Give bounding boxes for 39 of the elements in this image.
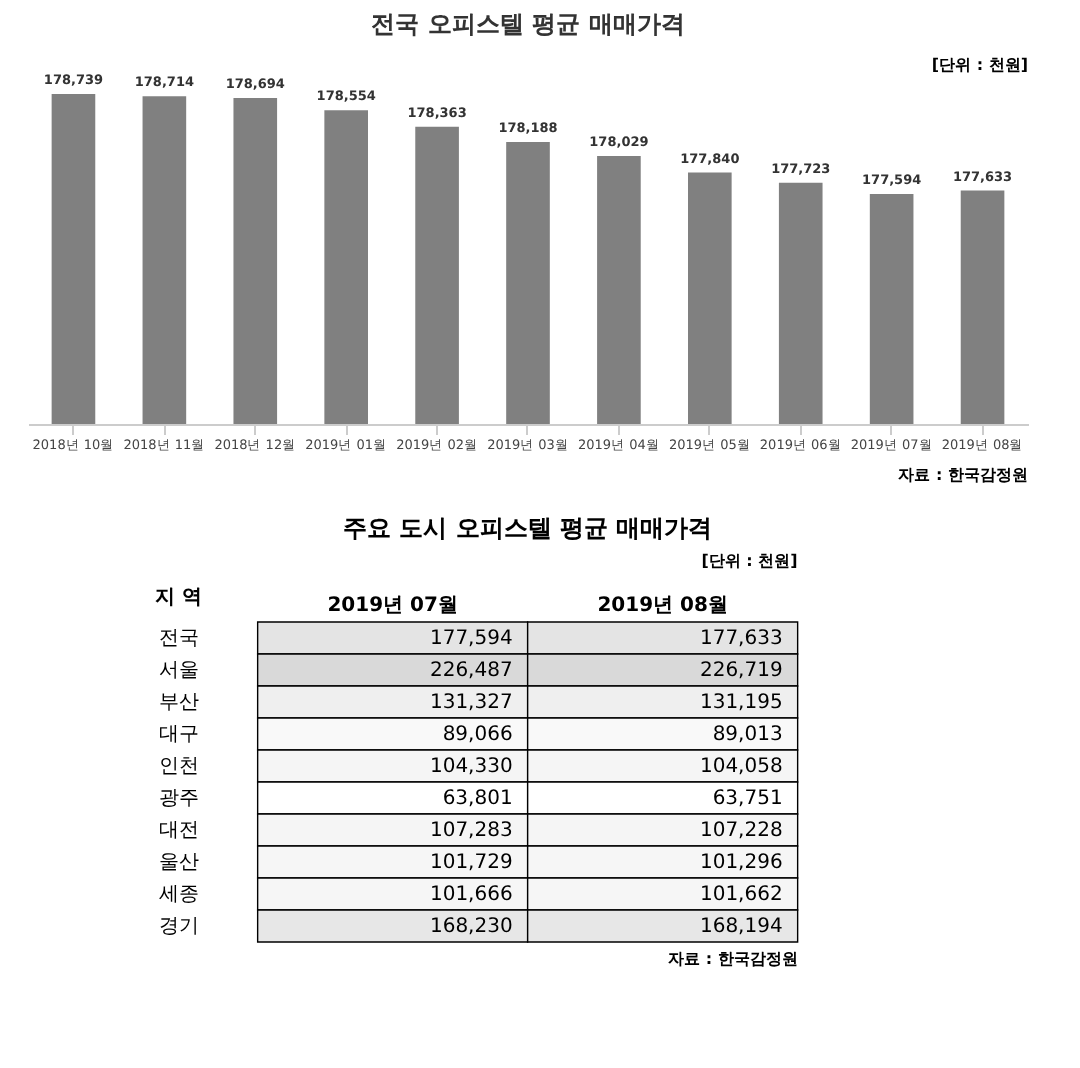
data-label: 101,296 xyxy=(699,852,783,874)
data-label: 168,230 xyxy=(429,916,513,938)
data-label: 101,666 xyxy=(429,884,513,906)
data-label: 89,013 xyxy=(712,724,783,746)
y-tick-label: 전국 xyxy=(158,628,199,650)
data-label: 107,283 xyxy=(429,820,513,842)
y-tick-label: 인천 xyxy=(158,756,199,778)
annotation: 자료 : 한국감정원 xyxy=(668,950,798,968)
chart-title: 주요 도시 오피스텔 평균 매매가격 xyxy=(342,514,713,542)
y-axis-title: 지 역 xyxy=(155,587,203,609)
y-tick-label: 대전 xyxy=(158,820,199,842)
y-tick-label: 경기 xyxy=(158,916,199,938)
y-tick-label: 울산 xyxy=(158,852,199,874)
data-label: 177,633 xyxy=(699,628,783,650)
y-tick-label: 광주 xyxy=(158,788,199,810)
text: [단위 : 천원] xyxy=(931,56,1028,74)
y-tick-label: 대구 xyxy=(158,724,199,746)
data-label: 104,058 xyxy=(699,756,783,778)
data-label: 63,801 xyxy=(442,788,513,810)
chart-title: 전국 오피스텔 평균 매매가격 xyxy=(371,10,685,38)
data-label: 131,195 xyxy=(699,692,783,714)
data-label: 101,662 xyxy=(699,884,783,906)
data-label: 226,719 xyxy=(699,660,783,682)
annotation: [단위 : 천원] xyxy=(701,552,798,570)
data-label: 226,487 xyxy=(429,660,513,682)
y-tick-label: 서울 xyxy=(158,660,199,682)
y-tick-label: 세종 xyxy=(158,884,199,906)
data-label: 101,729 xyxy=(429,852,513,874)
x-tick-label: 2019년 07월 xyxy=(327,595,458,617)
data-label: 104,330 xyxy=(429,756,513,778)
annotation: 자료 : 한국감정원 xyxy=(898,466,1028,484)
x-tick-label: 2019년 08월 xyxy=(597,595,728,617)
data-label: 89,066 xyxy=(442,724,513,746)
data-label: 177,594 xyxy=(429,628,513,650)
y-tick-label: 부산 xyxy=(158,692,199,714)
data-label: 168,194 xyxy=(699,916,783,938)
data-label: 63,751 xyxy=(712,788,783,810)
data-label: 107,228 xyxy=(699,820,783,842)
data-label: 131,327 xyxy=(429,692,513,714)
